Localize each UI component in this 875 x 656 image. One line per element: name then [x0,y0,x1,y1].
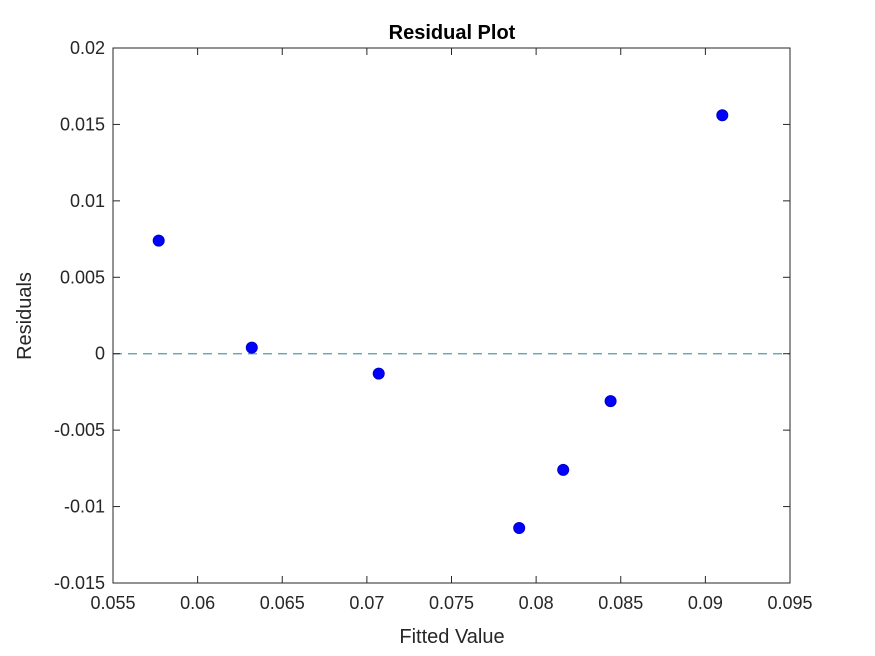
y-tick-label: 0 [95,344,105,364]
data-point [557,463,570,476]
x-tick-label: 0.075 [429,593,474,613]
x-tick-label: 0.085 [598,593,643,613]
y-tick-label: -0.005 [54,420,105,440]
data-point [245,341,258,354]
data-point [513,521,526,534]
y-tick-label: -0.01 [64,497,105,517]
x-tick-label: 0.09 [688,593,723,613]
data-point [604,395,617,408]
y-tick-label: 0.01 [70,191,105,211]
y-tick-label: 0.015 [60,114,105,134]
x-axis-label: Fitted Value [399,626,504,648]
data-point [372,367,385,380]
y-tick-label: 0.005 [60,267,105,287]
x-tick-label: 0.095 [767,593,812,613]
x-tick-label: 0.06 [180,593,215,613]
y-tick-label: -0.015 [54,573,105,593]
plot-frame [112,47,791,584]
y-axis-label: Residuals [14,272,36,360]
x-tick-label: 0.055 [90,593,135,613]
x-tick-label: 0.07 [349,593,384,613]
chart-title: Residual Plot [389,22,516,44]
x-tick-label: 0.065 [260,593,305,613]
y-tick-label: 0.02 [70,38,105,58]
data-point [716,109,729,122]
data-point [152,234,165,247]
plot-area: 0.055 0.06 0.065 0.07 0.075 0.08 0.085 0.09 0.09… [54,38,813,613]
x-tick-label: 0.08 [519,593,554,613]
